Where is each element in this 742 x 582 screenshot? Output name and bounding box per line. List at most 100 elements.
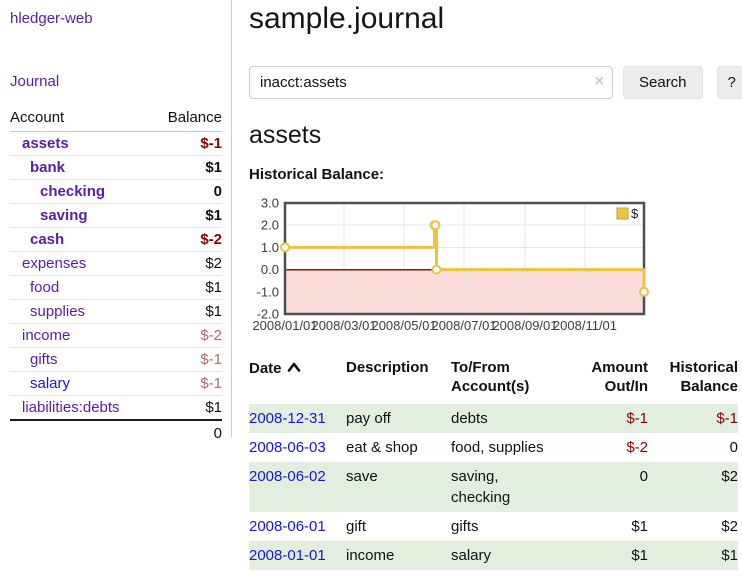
svg-text:2008/07/01: 2008/07/01	[431, 318, 496, 333]
register-accounts-cell: saving, checking	[451, 467, 511, 506]
historical-balance-chart[interactable]: $3.0 2.0 1.0 0.0 -1.0 -2.0 2008/01/01 2008/03/0…	[249, 193, 742, 341]
account-row: saving $1	[10, 203, 222, 228]
clear-search-icon[interactable]: ×	[594, 73, 604, 90]
register-column-header: Historical Balance	[669, 359, 738, 395]
search-button[interactable]: Search	[623, 66, 703, 99]
account-link[interactable]: cash	[30, 231, 65, 248]
register-description-cell: pay off	[346, 409, 391, 427]
main-content: sample.journal × Search ? assets Histori…	[232, 0, 742, 582]
register-row: 2008-06-02 save saving, checking 0 $2	[249, 461, 738, 512]
register-accounts-cell: salary	[451, 546, 492, 564]
register-accounts-cell: debts	[451, 409, 488, 427]
account-balance: 0	[151, 179, 222, 204]
account-heading: assets	[249, 121, 322, 149]
svg-text:2008/11/01: 2008/11/01	[553, 318, 617, 333]
register-balance-cell: $2	[721, 517, 738, 535]
balance-chart-svg[interactable]: $3.0 2.0 1.0 0.0 -1.0 -2.02008/01/012008/03/0…	[249, 193, 651, 337]
svg-text:1.0: 1.0	[261, 240, 279, 255]
register-table: Date Description To/From Account(s) Amount Ou…	[249, 359, 738, 570]
account-balance: $1	[151, 203, 222, 228]
account-link[interactable]: food	[30, 279, 60, 296]
register-date-cell: 2008-06-02	[249, 462, 346, 512]
svg-text:2008/09/01: 2008/09/01	[492, 318, 557, 333]
register-description-cell: eat & shop	[346, 438, 418, 456]
account-link[interactable]: income	[22, 327, 71, 344]
register-description-cell: gift	[346, 517, 367, 535]
svg-text:2.0: 2.0	[261, 218, 279, 233]
sort-ascending-icon	[287, 359, 301, 378]
account-link[interactable]: checking	[40, 183, 106, 200]
accounts-header-balance: Balance	[151, 105, 222, 132]
register-date-link[interactable]: 2008-12-31	[249, 409, 326, 427]
register-column-header: Description	[346, 359, 429, 376]
svg-text:2008/01/01: 2008/01/01	[252, 318, 317, 333]
register-column-header[interactable]: Date	[249, 359, 346, 404]
register-date-cell: 2008-06-03	[249, 433, 346, 462]
account-link[interactable]: supplies	[30, 303, 86, 320]
svg-text:2008/05/01: 2008/05/01	[371, 318, 436, 333]
register-amount-cell: 0	[639, 467, 648, 485]
brand-link[interactable]: hledger-web	[10, 10, 93, 27]
register-date-link[interactable]: 2008-06-01	[249, 517, 326, 535]
accounts-total-value: 0	[151, 419, 222, 446]
account-row: bank $1	[10, 155, 222, 180]
account-row: supplies $1	[10, 299, 222, 324]
register-date-cell: 2008-12-31	[249, 404, 346, 433]
register-description-cell: income	[346, 546, 395, 564]
accounts-header-account: Account	[10, 105, 152, 132]
account-link[interactable]: assets	[22, 135, 69, 152]
search-box: ×	[249, 66, 613, 99]
register-date-link[interactable]: 2008-06-03	[249, 438, 326, 456]
register-description-cell: save	[346, 467, 378, 485]
sidebar: hledger-web Journal Account Balance asse…	[0, 0, 232, 582]
account-link[interactable]: gifts	[30, 351, 58, 368]
account-row: checking 0	[10, 179, 222, 204]
account-balance: $-1	[151, 371, 222, 396]
svg-text:3.0: 3.0	[261, 196, 279, 211]
register-amount-cell: $-1	[626, 409, 648, 427]
account-link[interactable]: salary	[30, 375, 71, 392]
account-row: cash $-2	[10, 227, 222, 252]
register-date-cell: 2008-01-01	[249, 541, 346, 570]
account-balance: $2	[151, 251, 222, 276]
register-header-row: Date Description To/From Account(s) Amount Ou…	[249, 359, 738, 404]
nav-journal-link[interactable]: Journal	[10, 73, 60, 90]
register-balance-cell: $2	[721, 467, 738, 485]
account-link[interactable]: expenses	[22, 255, 87, 272]
accounts-total-row: 0	[10, 419, 222, 446]
register-accounts-cell: gifts	[451, 517, 479, 535]
chart-title: Historical Balance:	[249, 166, 385, 183]
register-row: 2008-06-03 eat & shop food, supplies $-2 0	[249, 433, 738, 462]
svg-text:0.0: 0.0	[261, 262, 279, 277]
search-form: × Search ?	[249, 66, 742, 99]
account-balance: $-1	[200, 135, 222, 152]
accounts-table: Account Balance assets $-1 bank $1 checking 0…	[10, 105, 222, 446]
account-balance: $-2	[151, 227, 222, 252]
svg-text:2008/03/01: 2008/03/01	[311, 318, 376, 333]
account-link[interactable]: saving	[40, 207, 88, 224]
register-amount-cell: $1	[631, 546, 648, 564]
accounts-header-row: Account Balance	[10, 105, 222, 132]
account-link[interactable]: liabilities:debts	[22, 399, 120, 416]
account-link[interactable]: bank	[30, 159, 66, 176]
account-row: food $1	[10, 275, 222, 300]
register-column-header: To/From Account(s)	[451, 359, 530, 395]
page-title: sample.journal	[249, 2, 445, 35]
register-balance-cell: 0	[729, 438, 738, 456]
help-button[interactable]: ?	[716, 66, 742, 99]
register-date-link[interactable]: 2008-06-02	[249, 467, 326, 485]
search-input[interactable]	[249, 66, 613, 99]
account-row: gifts $-1	[10, 347, 222, 372]
register-amount-cell: $-2	[626, 438, 648, 456]
account-row: liabilities:debts $1	[10, 395, 222, 420]
account-row: salary $-1	[10, 371, 222, 396]
register-date-link[interactable]: 2008-01-01	[249, 546, 326, 564]
account-balance: $1	[151, 275, 222, 300]
register-amount-cell: $1	[631, 517, 648, 535]
register-row: 2008-01-01 income salary $1 $1	[249, 540, 738, 570]
account-balance: $1	[151, 155, 222, 180]
register-date-cell: 2008-06-01	[249, 512, 346, 541]
account-balance: $1	[151, 395, 222, 420]
account-balance: $-2	[151, 323, 222, 348]
